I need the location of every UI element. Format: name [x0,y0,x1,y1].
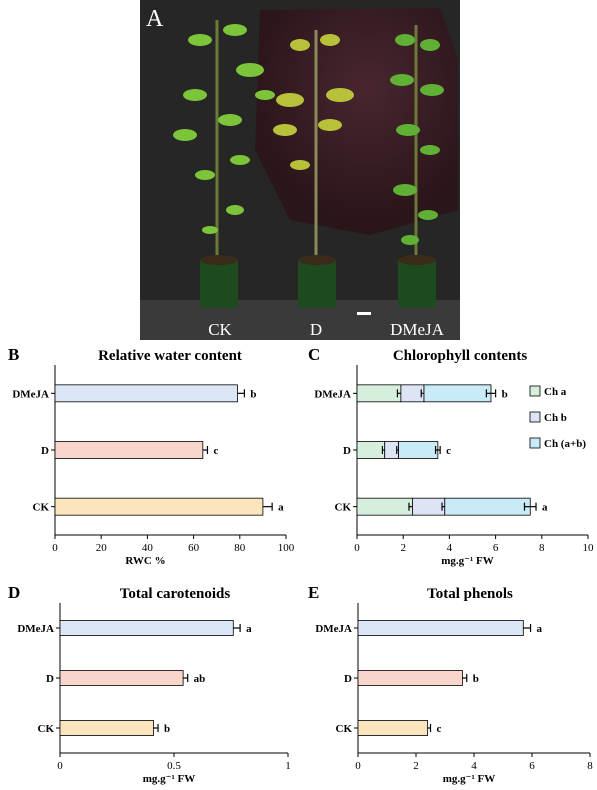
category-label: DMeJA [17,623,54,635]
x-tick-label: 4 [447,542,453,554]
legend-swatch [529,411,541,423]
significance-letter: b [502,388,508,400]
significance-letter: ab [194,673,206,685]
chart-title: Total phenols [427,586,513,602]
chart-title: Relative water content [98,348,242,364]
category-label: DMeJA [315,623,352,635]
chart-title: Chlorophyll contents [393,348,527,364]
category-label: CK [38,723,55,735]
x-axis-label: mg.g⁻¹ FW [443,773,496,785]
x-axis-label: RWC % [125,555,165,567]
dmeja-plant-drawing [390,25,444,308]
x-tick-label: 6 [493,542,499,554]
category-label: D [46,673,54,685]
bar [59,720,154,736]
significance-letter: a [542,502,548,514]
photo-panel-letter: A [146,6,164,32]
x-tick-label: 0 [52,542,58,554]
x-tick-label: 0.5 [167,760,181,772]
category-label: CK [33,502,50,514]
panel-letter: B [8,345,19,364]
significance-letter: b [473,673,479,685]
x-tick-label: 100 [278,542,295,554]
plant-photo: A CK D DMeJA [140,0,460,340]
category-label: D [344,673,352,685]
chart-panel-c: C Chlorophyll contents 0 2 4 6 8 10 mg.g⁻¹ FW DMe… [308,345,594,567]
category-label: DMeJA [314,388,351,400]
bar [357,670,463,686]
photo-label-d: D [310,320,322,339]
x-tick-label: 10 [583,542,595,554]
x-tick-label: 0 [354,542,360,554]
bar-segment [400,384,425,403]
significance-letter: a [246,623,252,635]
x-axis-label: mg.g⁻¹ FW [143,773,196,785]
chart-panel-e: E Total phenols 0 2 4 6 8 mg.g⁻¹ FW DMeJA a D b CK c [308,583,593,785]
legend-label: Ch a [544,386,567,398]
bar-segment [398,441,439,459]
bar-segment [423,384,492,403]
chart-panel-d: D Total carotenoids 0 0.5 1 mg.g⁻¹ FW DMeJA a D a… [8,583,291,785]
x-tick-label: 8 [587,760,593,772]
x-tick-label: 0 [355,760,361,772]
category-label: CK [336,723,353,735]
significance-letter: a [537,623,543,635]
bar-segment [356,384,402,403]
panel-letter: C [308,345,320,364]
bar-segment [444,497,531,516]
x-tick-label: 2 [400,542,406,554]
legend-label: Ch b [544,412,567,424]
chart-title: Total carotenoids [120,586,231,602]
x-tick-label: 60 [188,542,200,554]
chart-panel-b: B Relative water content 0 20 40 60 80 100 RWC %… [8,345,295,567]
bar-segment [356,497,413,516]
ck-plant-drawing [173,20,275,308]
d-plant-drawing [273,30,354,308]
category-label: D [41,445,49,457]
significance-letter: c [437,723,442,735]
significance-letter: c [213,445,218,457]
bar-segment [412,497,446,516]
x-tick-label: 20 [96,542,108,554]
bar [59,670,184,686]
legend-swatch [529,385,541,397]
panel-letter: D [8,583,20,602]
significance-letter: c [446,445,451,457]
x-tick-label: 1 [285,760,291,772]
x-axis-label: mg.g⁻¹ FW [441,555,494,567]
x-tick-label: 4 [471,760,477,772]
category-label: CK [335,502,352,514]
category-label: DMeJA [12,388,49,400]
x-tick-label: 40 [142,542,154,554]
photo-label-ck: CK [208,320,232,339]
x-tick-label: 6 [529,760,535,772]
x-tick-label: 80 [234,542,246,554]
x-tick-label: 0 [57,760,63,772]
bar [357,720,428,736]
bar [54,497,264,516]
bar [54,441,204,459]
legend-swatch [529,437,541,449]
scale-bar [357,312,371,315]
bar [357,620,524,636]
legend-label: Ch (a+b) [544,438,586,450]
bar [59,620,234,636]
significance-letter: b [164,723,170,735]
x-tick-label: 2 [413,760,419,772]
photo-label-dmeja: DMeJA [390,320,445,339]
category-label: D [343,445,351,457]
panel-letter: E [308,583,319,602]
significance-letter: a [278,502,284,514]
bar [54,384,238,403]
bar-segment [356,441,386,459]
x-tick-label: 8 [539,542,545,554]
significance-letter: b [250,388,256,400]
